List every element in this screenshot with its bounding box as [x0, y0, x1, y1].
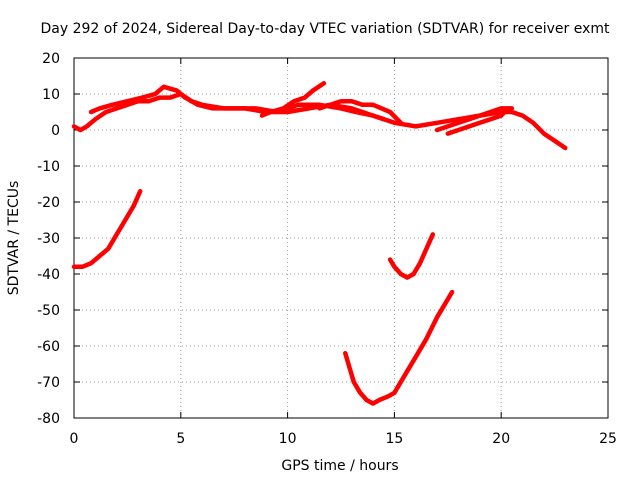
- series-line-arc-early: [71, 188, 143, 270]
- series-line-main-band-2: [88, 84, 386, 122]
- series-line-arc-deep: [343, 289, 455, 406]
- series-line-main-band-3: [259, 80, 327, 118]
- y-tick-label: 0: [51, 123, 60, 139]
- y-axis-ticks: 20 10 0 -10 -20 -30 -40 -50 -60 -70 -80: [37, 51, 608, 427]
- x-tick-label: 5: [176, 431, 185, 447]
- x-axis-title: GPS time / hours: [281, 458, 398, 474]
- x-tick-label: 10: [279, 431, 297, 447]
- x-tick-label: 25: [599, 431, 617, 447]
- y-tick-label: -30: [37, 231, 60, 247]
- y-tick-label: -80: [37, 411, 60, 427]
- y-tick-label: 10: [42, 87, 60, 103]
- x-tick-label: 0: [70, 431, 79, 447]
- series-group: [71, 80, 568, 406]
- y-tick-label: -60: [37, 339, 60, 355]
- chart-title: Day 292 of 2024, Sidereal Day-to-day VTE…: [41, 21, 611, 37]
- series-line-main-band-4: [317, 98, 404, 126]
- y-tick-label: -50: [37, 303, 60, 319]
- series-line-main-band-6: [445, 106, 510, 136]
- x-tick-label: 15: [385, 431, 403, 447]
- y-tick-label: -40: [37, 267, 60, 283]
- y-axis-title: SDTVAR / TECUs: [6, 181, 22, 296]
- x-tick-label: 20: [492, 431, 510, 447]
- y-tick-label: -20: [37, 195, 60, 211]
- y-tick-label: -10: [37, 159, 60, 175]
- grid: [74, 58, 608, 418]
- y-tick-label: 20: [42, 51, 60, 67]
- series-line-main-band-5: [434, 106, 515, 133]
- x-axis-ticks: 0 5 10 15 20 25: [70, 58, 617, 447]
- series-line-arc-mid-upper: [387, 232, 436, 280]
- y-tick-label: -70: [37, 375, 60, 391]
